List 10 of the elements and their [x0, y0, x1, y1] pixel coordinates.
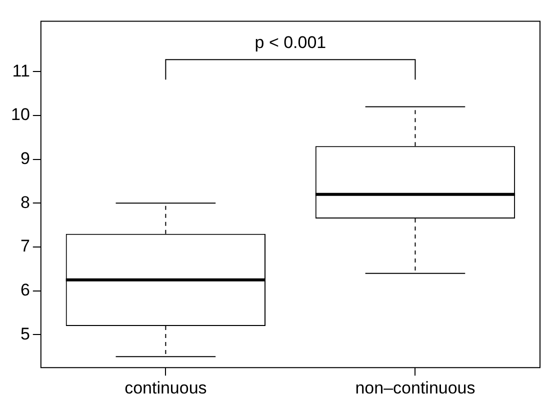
y-tick-label: 9 — [20, 149, 30, 168]
x-tick-label: continuous — [124, 378, 207, 398]
y-tick-label: 10 — [10, 105, 30, 124]
y-tick-label: 11 — [12, 61, 30, 80]
y-tick-label: 7 — [20, 236, 30, 256]
x-tick-label: non–continuous — [355, 378, 476, 398]
y-tick-label: 6 — [20, 280, 30, 300]
y-tick-label: 8 — [20, 192, 30, 212]
y-tick-label: 5 — [20, 324, 30, 344]
annotation: p < 0.001 — [254, 32, 326, 52]
